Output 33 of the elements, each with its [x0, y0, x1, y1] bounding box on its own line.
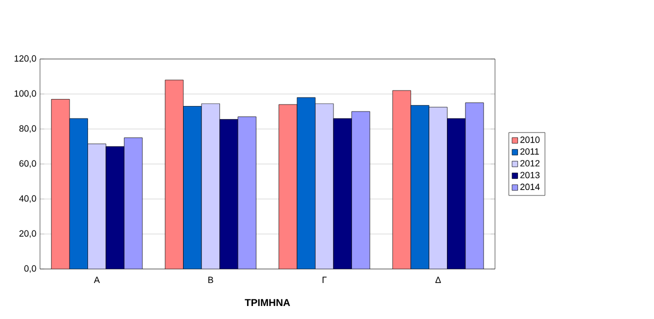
legend-label: 2013	[520, 172, 540, 178]
x-tick-label: Β	[208, 276, 214, 283]
y-tick-label: 120,0	[14, 55, 36, 63]
bar	[447, 118, 466, 269]
bar	[351, 111, 370, 269]
bar	[183, 106, 202, 269]
x-tick-label: Α	[94, 276, 100, 283]
y-tick-label: 80,0	[19, 125, 36, 133]
legend-label: 2012	[520, 160, 540, 166]
bar	[69, 118, 88, 269]
x-axis-title: ΤΡΙΜΗΝΑ	[244, 299, 290, 306]
x-tick-label: Δ	[435, 276, 441, 283]
bar	[392, 90, 412, 269]
y-tick-label: 40,0	[19, 195, 36, 203]
bar	[124, 138, 143, 269]
bar	[410, 105, 430, 269]
bar	[296, 97, 316, 269]
bar	[333, 118, 352, 269]
legend-label: 2014	[520, 184, 540, 190]
legend-label: 2011	[520, 148, 539, 155]
y-tick-label: 0,0	[24, 265, 36, 273]
bar	[278, 104, 298, 269]
bar	[164, 80, 184, 269]
bar	[238, 116, 256, 269]
y-tick-label: 20,0	[19, 230, 36, 238]
bar	[465, 102, 484, 269]
bar	[220, 119, 238, 269]
legend-label: 2010	[520, 136, 540, 143]
y-tick-label: 60,0	[19, 160, 36, 168]
bar	[106, 146, 124, 269]
x-tick-label: Γ	[322, 276, 327, 283]
bar	[51, 99, 70, 269]
y-tick-label: 100,0	[14, 90, 36, 98]
